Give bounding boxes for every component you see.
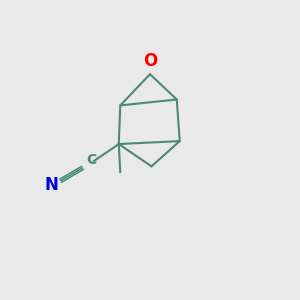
Text: O: O xyxy=(143,52,157,70)
Text: N: N xyxy=(44,176,58,194)
Text: C: C xyxy=(86,153,96,167)
